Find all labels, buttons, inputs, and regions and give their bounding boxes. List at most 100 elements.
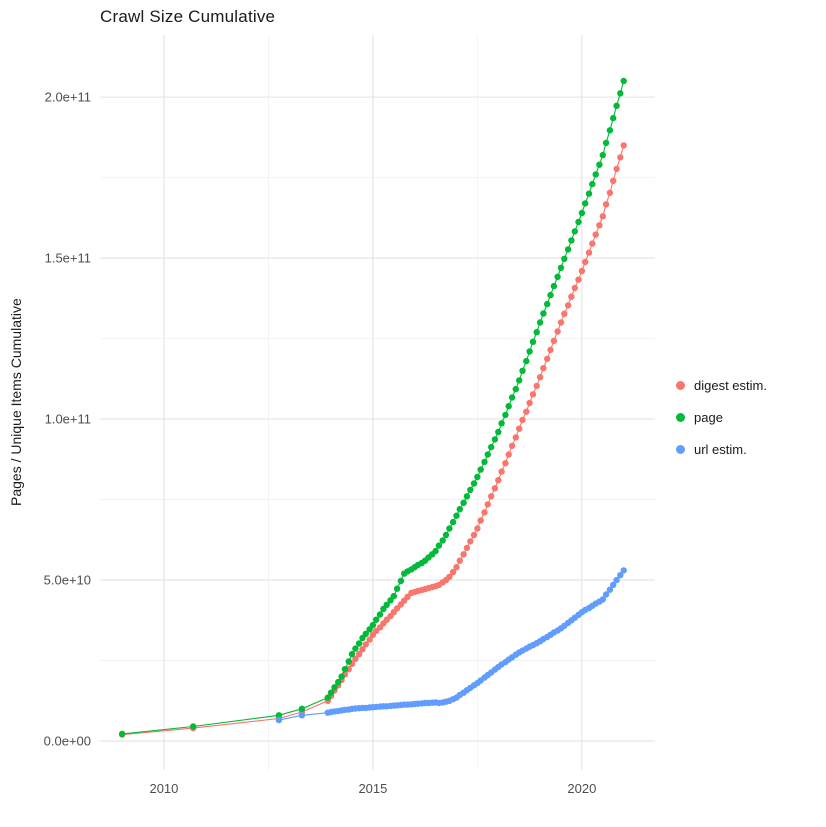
legend-item-url-estim: url estim. [676, 442, 767, 457]
data-point [463, 493, 471, 500]
data-point [564, 246, 572, 253]
data-point [512, 434, 519, 441]
data-point [561, 255, 568, 262]
data-point [606, 586, 614, 593]
data-point [467, 486, 474, 494]
data-point [578, 209, 586, 217]
data-point [620, 567, 627, 574]
data-point [470, 480, 478, 487]
data-point [596, 161, 603, 168]
data-point [599, 151, 606, 159]
data-point [348, 650, 356, 658]
data-point [390, 592, 397, 600]
legend-key-dot-url-estim [676, 445, 685, 454]
x-tick-label: 2010 [149, 781, 178, 796]
data-point [620, 142, 627, 149]
data-point [550, 282, 558, 290]
data-point [544, 300, 551, 308]
data-point [575, 276, 582, 283]
data-point [606, 127, 614, 134]
data-point [477, 517, 484, 524]
data-point [502, 411, 509, 419]
data-point [523, 408, 530, 415]
data-point [617, 572, 624, 579]
data-point [432, 547, 439, 555]
legend-key-dot-digest-estim [676, 381, 685, 390]
data-point [470, 531, 478, 539]
data-point [505, 403, 512, 410]
data-point [460, 551, 467, 558]
data-point [589, 180, 596, 188]
data-point [554, 273, 561, 280]
data-point [568, 293, 575, 300]
data-point [446, 573, 453, 580]
data-point [474, 525, 481, 532]
data-point [519, 416, 526, 424]
data-point [557, 264, 565, 271]
data-point [373, 616, 380, 623]
data-point [571, 228, 578, 235]
data-point [362, 630, 369, 637]
data-point [526, 399, 533, 407]
data-point [613, 102, 620, 110]
data-point [331, 684, 338, 691]
data-point [508, 394, 516, 401]
data-point [498, 468, 505, 475]
data-point [529, 391, 537, 398]
data-point [613, 165, 620, 173]
chart-title: Crawl Size Cumulative [100, 7, 276, 26]
data-point [582, 258, 589, 266]
data-point [610, 581, 617, 589]
legend-label-url-estim: url estim. [694, 442, 747, 457]
data-point [512, 385, 519, 393]
data-point [578, 267, 586, 275]
legend-item-page: page [676, 410, 767, 425]
y-tick-label: 5.0e+10 [44, 573, 91, 588]
data-point [523, 357, 530, 365]
data-point [592, 231, 599, 238]
data-point [602, 591, 610, 598]
data-point [456, 506, 463, 513]
data-point [508, 442, 516, 449]
data-point [355, 640, 363, 647]
data-point [561, 310, 568, 317]
data-point [456, 557, 463, 564]
y-tick-label: 1.0e+11 [45, 412, 91, 427]
y-tick-label: 2.0e+11 [45, 90, 91, 105]
data-point [481, 458, 488, 466]
data-point [554, 328, 561, 335]
data-point [495, 428, 502, 436]
data-point [439, 537, 446, 544]
data-point [355, 650, 363, 658]
data-point [589, 240, 596, 247]
data-point [491, 485, 499, 492]
data-point [474, 473, 481, 481]
data-point [383, 601, 390, 608]
legend-label-page: page [694, 410, 723, 425]
data-point [620, 77, 627, 85]
data-point [536, 374, 544, 381]
data-point [568, 237, 575, 244]
data-point [571, 284, 578, 292]
data-point [488, 443, 495, 451]
y-tick-label: 1.5e+11 [45, 251, 91, 266]
data-point [481, 509, 488, 516]
data-point [547, 346, 554, 354]
data-point [498, 420, 505, 427]
legend-label-digest-estim: digest estim. [694, 378, 767, 393]
data-point [540, 310, 547, 317]
data-point [369, 621, 377, 629]
x-tick-label: 2015 [358, 781, 387, 796]
data-point [602, 139, 610, 147]
data-point [596, 222, 603, 229]
data-point [362, 641, 369, 648]
data-point [335, 678, 342, 686]
data-point [446, 525, 453, 532]
data-point [352, 645, 359, 652]
data-point [502, 460, 509, 467]
data-point [463, 544, 471, 552]
data-point [366, 636, 373, 643]
data-point [327, 689, 335, 696]
data-point [352, 655, 359, 663]
